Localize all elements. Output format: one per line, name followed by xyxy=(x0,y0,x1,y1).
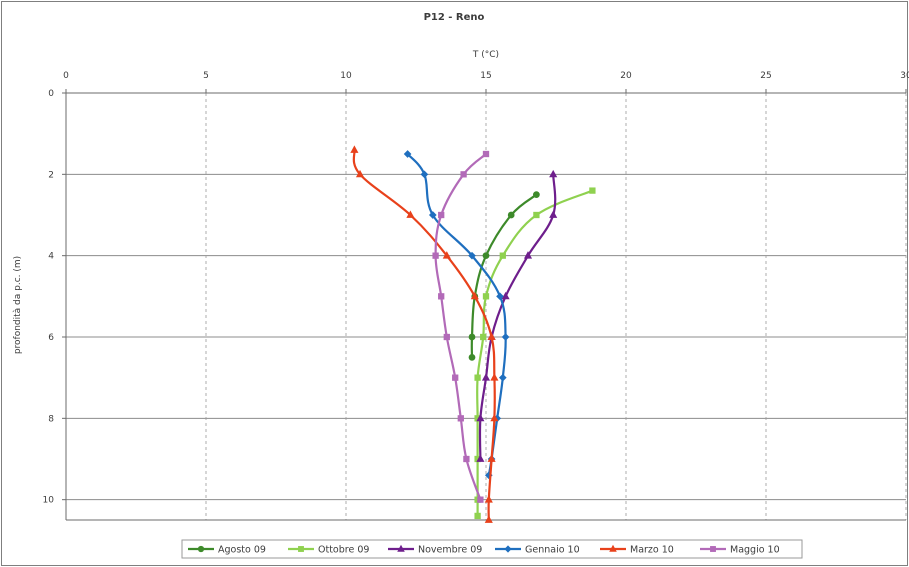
data-point xyxy=(533,191,540,199)
x-tick-label: 30 xyxy=(900,71,909,81)
data-point xyxy=(442,251,451,259)
data-point xyxy=(490,373,499,381)
data-point xyxy=(523,251,533,259)
data-point xyxy=(487,454,496,462)
legend-label: Ottobre 09 xyxy=(318,545,369,556)
legend-box xyxy=(181,539,803,559)
data-point xyxy=(481,373,491,381)
legend-entry: Gennaio 10 xyxy=(495,545,580,556)
grid xyxy=(65,92,907,521)
data-point xyxy=(457,415,464,422)
legend-marker xyxy=(710,546,716,552)
series-4 xyxy=(350,145,499,523)
data-point xyxy=(476,413,485,422)
legend-marker xyxy=(397,544,405,552)
data-point xyxy=(507,211,515,219)
data-point xyxy=(484,515,493,523)
legend-entry: Ottobre 09 xyxy=(288,545,369,556)
legend-marker xyxy=(197,545,205,553)
y-tick-label: 2 xyxy=(48,170,54,180)
series-line xyxy=(406,153,507,476)
data-point xyxy=(549,210,558,218)
data-point xyxy=(463,455,470,463)
x-tick-label: 0 xyxy=(63,71,69,81)
data-point xyxy=(533,211,540,219)
legend-label: Marzo 10 xyxy=(630,545,674,556)
series-group xyxy=(350,145,596,523)
y-tick-label: 4 xyxy=(48,252,54,262)
series-5 xyxy=(432,150,490,503)
legend-entry: Maggio 10 xyxy=(700,545,780,556)
legend-entry: Marzo 10 xyxy=(600,545,674,556)
legend-marker xyxy=(504,545,512,553)
y-axis-label: profondità da p.c. (m) xyxy=(13,256,23,354)
data-point xyxy=(452,374,459,381)
data-point xyxy=(474,415,481,422)
data-point xyxy=(438,211,445,219)
data-point xyxy=(498,373,507,382)
data-point xyxy=(484,495,493,503)
data-point xyxy=(477,496,484,503)
legend-entry: Agosto 09 xyxy=(188,545,266,556)
data-point xyxy=(496,292,504,301)
x-tick-label: 5 xyxy=(203,71,209,81)
legend-label: Maggio 10 xyxy=(730,545,780,556)
data-point xyxy=(460,171,467,178)
data-point xyxy=(468,353,476,361)
data-point xyxy=(487,332,496,340)
data-point xyxy=(350,145,359,153)
data-point xyxy=(406,210,415,218)
chart-title: P12 - Reno xyxy=(424,12,485,23)
legend-entry: Novembre 09 xyxy=(388,545,482,556)
data-point xyxy=(403,150,412,158)
series-line xyxy=(434,153,487,501)
data-point xyxy=(482,252,490,260)
data-point xyxy=(482,293,490,300)
data-point xyxy=(499,252,506,259)
data-point xyxy=(474,455,481,463)
data-point xyxy=(470,291,479,300)
data-point xyxy=(468,251,476,260)
data-point xyxy=(443,333,450,341)
data-point xyxy=(428,211,437,219)
x-tick-label: 10 xyxy=(340,71,352,81)
y-tick-label: 0 xyxy=(48,89,54,99)
data-point xyxy=(501,333,510,341)
data-point xyxy=(474,374,481,381)
data-point xyxy=(480,333,487,341)
y-tick-label: 6 xyxy=(48,333,54,343)
legend-marker xyxy=(298,546,304,552)
y-tick-label: 8 xyxy=(48,414,54,424)
tick-labels: 0 5 10 15 20 25 30 0 2 4 6 8 10 xyxy=(43,71,909,506)
legend-label: Agosto 09 xyxy=(218,545,266,556)
series-line xyxy=(476,189,593,516)
y-tick-label: 10 xyxy=(43,496,55,506)
data-point xyxy=(482,150,490,158)
x-tick-label: 20 xyxy=(620,71,632,81)
data-point xyxy=(468,333,476,341)
x-axis-label: T (°C) xyxy=(472,50,499,60)
data-point xyxy=(474,512,481,520)
data-point xyxy=(420,170,429,179)
x-tick-label: 15 xyxy=(480,71,491,81)
legend-marker xyxy=(609,544,617,552)
data-point xyxy=(589,187,596,194)
data-point xyxy=(355,169,365,178)
x-tick-label: 25 xyxy=(760,71,771,81)
legend-label: Novembre 09 xyxy=(418,545,482,556)
legend: Agosto 09 Ottobre 09 Novembre 09 Gennaio 10… xyxy=(181,539,803,559)
data-point xyxy=(432,252,439,259)
legend-label: Gennaio 10 xyxy=(525,545,580,556)
data-point xyxy=(476,454,485,462)
data-point xyxy=(490,413,499,422)
data-point xyxy=(501,291,510,300)
data-point xyxy=(438,293,445,300)
data-point xyxy=(549,169,558,178)
